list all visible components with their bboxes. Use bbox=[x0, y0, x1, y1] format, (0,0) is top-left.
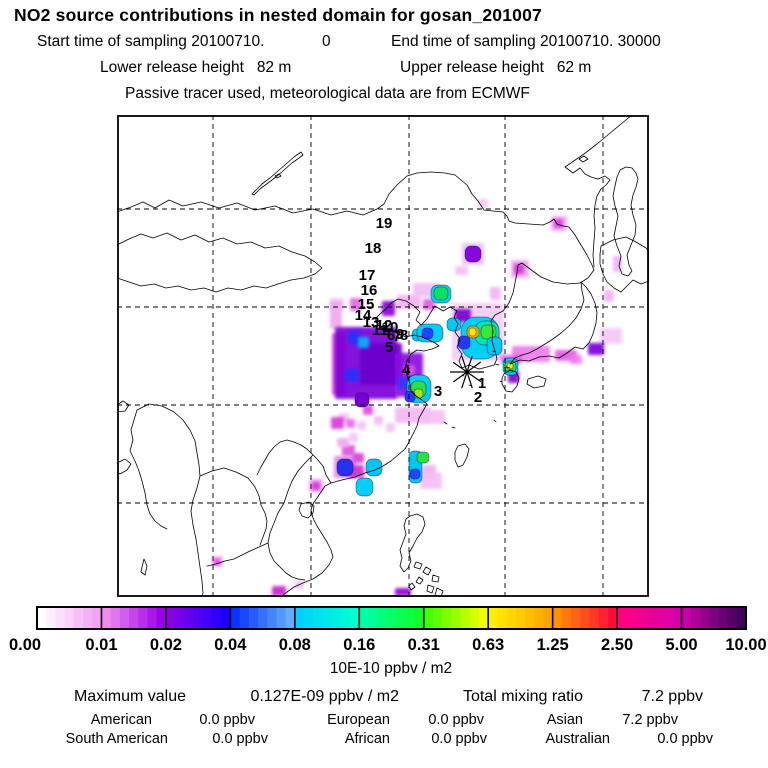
svg-text:0.63: 0.63 bbox=[472, 636, 504, 654]
svg-text:0.16: 0.16 bbox=[343, 636, 375, 654]
svg-text:10.00: 10.00 bbox=[725, 636, 766, 654]
upper-release-height-text: Upper release height 62 m bbox=[400, 59, 592, 76]
svg-text:6: 6 bbox=[387, 327, 395, 344]
svg-text:0.00: 0.00 bbox=[9, 636, 41, 654]
receptor-star-marker bbox=[450, 355, 484, 389]
svg-text:10: 10 bbox=[382, 319, 399, 336]
region-contribution: South American bbox=[65, 731, 168, 747]
region-contribution: 0.0 ppbv bbox=[431, 731, 487, 747]
colorbar-frame bbox=[36, 606, 747, 630]
region-contribution: 0.0 ppbv bbox=[212, 731, 268, 747]
svg-text:16: 16 bbox=[361, 282, 378, 299]
svg-text:0.08: 0.08 bbox=[279, 636, 311, 654]
svg-text:2: 2 bbox=[474, 389, 482, 406]
summary-stat: Total mixing ratio bbox=[462, 688, 583, 705]
svg-text:17: 17 bbox=[359, 267, 376, 284]
plume-core-cells bbox=[336, 245, 519, 497]
svg-text:14: 14 bbox=[355, 307, 372, 324]
svg-text:5: 5 bbox=[385, 339, 393, 356]
svg-text:4: 4 bbox=[402, 362, 411, 379]
svg-text:15: 15 bbox=[358, 296, 375, 313]
start-time-label: Start time of sampling 20100710. bbox=[37, 33, 265, 50]
summary-stat: Maximum value bbox=[73, 688, 186, 705]
start-time-value: 0 bbox=[322, 33, 331, 50]
svg-text:2.50: 2.50 bbox=[601, 636, 633, 654]
tracer-note: Passive tracer used, meteorological data… bbox=[125, 85, 530, 102]
region-contribution: 0.0 ppbv bbox=[199, 712, 255, 728]
region-contribution: African bbox=[344, 731, 390, 747]
summary-stat: 7.2 ppbv bbox=[641, 688, 703, 705]
svg-text:5.00: 5.00 bbox=[665, 636, 697, 654]
svg-text:1: 1 bbox=[478, 375, 486, 392]
svg-text:18: 18 bbox=[365, 240, 382, 257]
svg-text:3: 3 bbox=[434, 383, 442, 400]
region-contribution: Australian bbox=[545, 731, 610, 747]
colorbar-tick-labels: 0.00 0.01 0.02 0.04 0.08 0.16 0.31 0.63 1.25 2.50… bbox=[9, 636, 767, 654]
svg-text:12: 12 bbox=[376, 317, 393, 334]
colorbar-unit-label: 10E-10 ppbv / m2 bbox=[330, 660, 452, 677]
map-frame bbox=[117, 115, 649, 597]
region-contribution: 7.2 ppbv bbox=[622, 712, 678, 728]
svg-text:0.31: 0.31 bbox=[408, 636, 440, 654]
region-contribution: European bbox=[327, 712, 390, 728]
svg-text:7: 7 bbox=[393, 328, 401, 345]
end-time-text: End time of sampling 20100710. 30000 bbox=[391, 33, 661, 50]
svg-text:0.02: 0.02 bbox=[150, 636, 182, 654]
svg-text:11: 11 bbox=[372, 322, 388, 339]
svg-text:8: 8 bbox=[400, 327, 408, 344]
grid-lines bbox=[117, 115, 649, 597]
plot-title: NO2 source contributions in nested domai… bbox=[14, 5, 542, 25]
svg-text:0.01: 0.01 bbox=[85, 636, 117, 654]
colorbar-cells bbox=[37, 607, 747, 629]
svg-text:1.25: 1.25 bbox=[537, 636, 569, 654]
svg-text:9: 9 bbox=[396, 326, 404, 343]
region-contribution: American bbox=[90, 712, 152, 728]
svg-text:19: 19 bbox=[376, 215, 393, 232]
region-contribution: Asian bbox=[546, 712, 583, 728]
region-contribution: 0.0 ppbv bbox=[657, 731, 713, 747]
colorbar: 0.00 0.01 0.02 0.04 0.08 0.16 0.31 0.63 1.25 2.50… bbox=[9, 606, 767, 677]
summary-stat: 0.127E-09 ppbv / m2 bbox=[250, 688, 399, 705]
svg-text:13: 13 bbox=[363, 314, 380, 331]
lower-release-height-text: Lower release height 82 m bbox=[100, 59, 292, 76]
region-contribution: 0.0 ppbv bbox=[428, 712, 484, 728]
svg-text:0.04: 0.04 bbox=[214, 636, 247, 654]
